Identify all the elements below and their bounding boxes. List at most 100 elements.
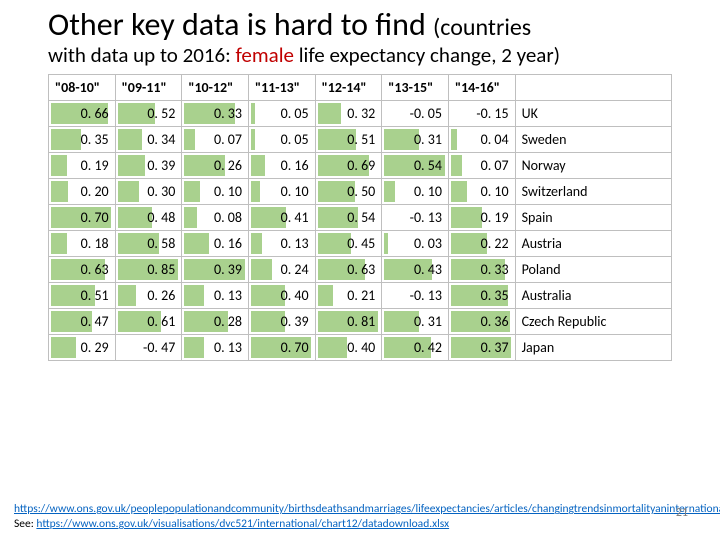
data-cell: 0. 07 — [448, 152, 515, 178]
data-cell: 0. 31 — [382, 126, 449, 152]
country-cell: Sweden — [515, 126, 671, 152]
data-cell: 0. 26 — [182, 152, 249, 178]
data-cell: 0. 41 — [248, 204, 315, 230]
table-row: 0. 29-0. 470. 130. 700. 400. 420. 37Japa… — [49, 334, 672, 360]
data-cell: -0. 13 — [382, 282, 449, 308]
data-cell: 0. 26 — [115, 282, 182, 308]
cell-value: -0. 15 — [476, 105, 508, 122]
cell-value: 0. 10 — [281, 183, 309, 200]
data-cell: 0. 63 — [315, 256, 382, 282]
data-cell: 0. 54 — [382, 152, 449, 178]
cell-value: 0. 35 — [481, 287, 509, 304]
table-row: 0. 660. 520. 330. 050. 32-0. 05-0. 15UK — [49, 100, 672, 126]
slide-subtitle: with data up to 2016: female life expect… — [48, 44, 672, 66]
data-cell: 0. 39 — [182, 256, 249, 282]
cell-value: 0. 40 — [281, 287, 309, 304]
country-cell: Japan — [515, 334, 671, 360]
cell-value: 0. 21 — [347, 287, 375, 304]
data-cell: 0. 70 — [49, 204, 116, 230]
cell-value: 0. 39 — [147, 157, 175, 174]
source-link-1[interactable]: https://www.ons.gov.uk/peoplepopulationa… — [14, 502, 720, 516]
cell-value: 0. 51 — [347, 131, 375, 148]
cell-value: 0. 54 — [414, 157, 442, 174]
cell-value: 0. 04 — [481, 131, 509, 148]
data-cell: 0. 28 — [182, 308, 249, 334]
cell-value: 0. 32 — [347, 105, 375, 122]
cell-value: 0. 39 — [214, 261, 242, 278]
cell-value: 0. 26 — [147, 287, 175, 304]
cell-value: 0. 81 — [347, 313, 375, 330]
cell-value: 0. 05 — [281, 105, 309, 122]
cell-value: 0. 33 — [481, 261, 509, 278]
data-cell: 0. 35 — [49, 126, 116, 152]
cell-value: 0. 16 — [281, 157, 309, 174]
data-cell: 0. 42 — [382, 334, 449, 360]
data-cell: 0. 19 — [448, 204, 515, 230]
cell-value: 0. 07 — [481, 157, 509, 174]
cell-value: 0. 42 — [414, 339, 442, 356]
data-cell: 0. 19 — [49, 152, 116, 178]
cell-value: 0. 03 — [414, 235, 442, 252]
cell-value: 0. 45 — [347, 235, 375, 252]
footer-see-label: See: — [14, 517, 36, 531]
data-cell: 0. 03 — [382, 230, 449, 256]
table-row: 0. 700. 480. 080. 410. 54-0. 130. 19Spai… — [49, 204, 672, 230]
data-cell: 0. 58 — [115, 230, 182, 256]
cell-value: 0. 70 — [81, 209, 109, 226]
data-cell: 0. 54 — [315, 204, 382, 230]
data-cell: 0. 10 — [248, 178, 315, 204]
cell-value: 0. 37 — [481, 339, 509, 356]
cell-value: 0. 33 — [214, 105, 242, 122]
data-cell: 0. 36 — [448, 308, 515, 334]
cell-value: 0. 63 — [347, 261, 375, 278]
data-cell: 0. 61 — [115, 308, 182, 334]
source-link-2[interactable]: https://www.ons.gov.uk/visualisations/dv… — [36, 517, 449, 531]
country-cell: Czech Republic — [515, 308, 671, 334]
data-cell: 0. 22 — [448, 230, 515, 256]
cell-value: 0. 54 — [347, 209, 375, 226]
cell-value: 0. 41 — [281, 209, 309, 226]
cell-value: 0. 51 — [81, 287, 109, 304]
cell-value: 0. 50 — [347, 183, 375, 200]
data-cell: -0. 13 — [382, 204, 449, 230]
cell-value: 0. 29 — [81, 339, 109, 356]
cell-value: 0. 13 — [281, 235, 309, 252]
cell-value: -0. 05 — [410, 105, 442, 122]
data-cell: 0. 13 — [248, 230, 315, 256]
cell-value: 0. 31 — [414, 313, 442, 330]
data-cell: 0. 24 — [248, 256, 315, 282]
data-cell: 0. 30 — [115, 178, 182, 204]
data-cell: 0. 32 — [315, 100, 382, 126]
column-header: "11-13" — [248, 74, 315, 100]
cell-value: 0. 13 — [214, 287, 242, 304]
data-cell: 0. 10 — [382, 178, 449, 204]
table-body: 0. 660. 520. 330. 050. 32-0. 05-0. 15UK0… — [49, 100, 672, 360]
cell-value: 0. 35 — [81, 131, 109, 148]
cell-value: 0. 43 — [414, 261, 442, 278]
column-header: "10-12" — [182, 74, 249, 100]
cell-value: 0. 48 — [147, 209, 175, 226]
data-cell: 0. 33 — [182, 100, 249, 126]
data-cell: 0. 29 — [49, 334, 116, 360]
data-cell: 0. 35 — [448, 282, 515, 308]
cell-value: 0. 36 — [481, 313, 509, 330]
cell-value: 0. 34 — [147, 131, 175, 148]
slide: Other key data is hard to find (countrie… — [0, 0, 720, 540]
country-cell: Spain — [515, 204, 671, 230]
table-row: 0. 350. 340. 070. 050. 510. 310. 04Swede… — [49, 126, 672, 152]
data-cell: 0. 16 — [182, 230, 249, 256]
data-cell: 0. 39 — [248, 308, 315, 334]
data-cell: 0. 31 — [382, 308, 449, 334]
cell-value: 0. 10 — [481, 183, 509, 200]
cell-value: 0. 52 — [147, 105, 175, 122]
data-cell: 0. 33 — [448, 256, 515, 282]
cell-value: 0. 20 — [81, 183, 109, 200]
column-header: "08-10" — [49, 74, 116, 100]
footer: https://www.ons.gov.uk/peoplepopulationa… — [14, 502, 706, 532]
cell-value: 0. 19 — [81, 157, 109, 174]
cell-value: -0. 13 — [410, 209, 442, 226]
data-cell: 0. 40 — [248, 282, 315, 308]
data-cell: 0. 05 — [248, 126, 315, 152]
table-row: 0. 510. 260. 130. 400. 21-0. 130. 35Aust… — [49, 282, 672, 308]
table-header-row: "08-10""09-11""10-12""11-13""12-14""13-1… — [49, 74, 672, 100]
